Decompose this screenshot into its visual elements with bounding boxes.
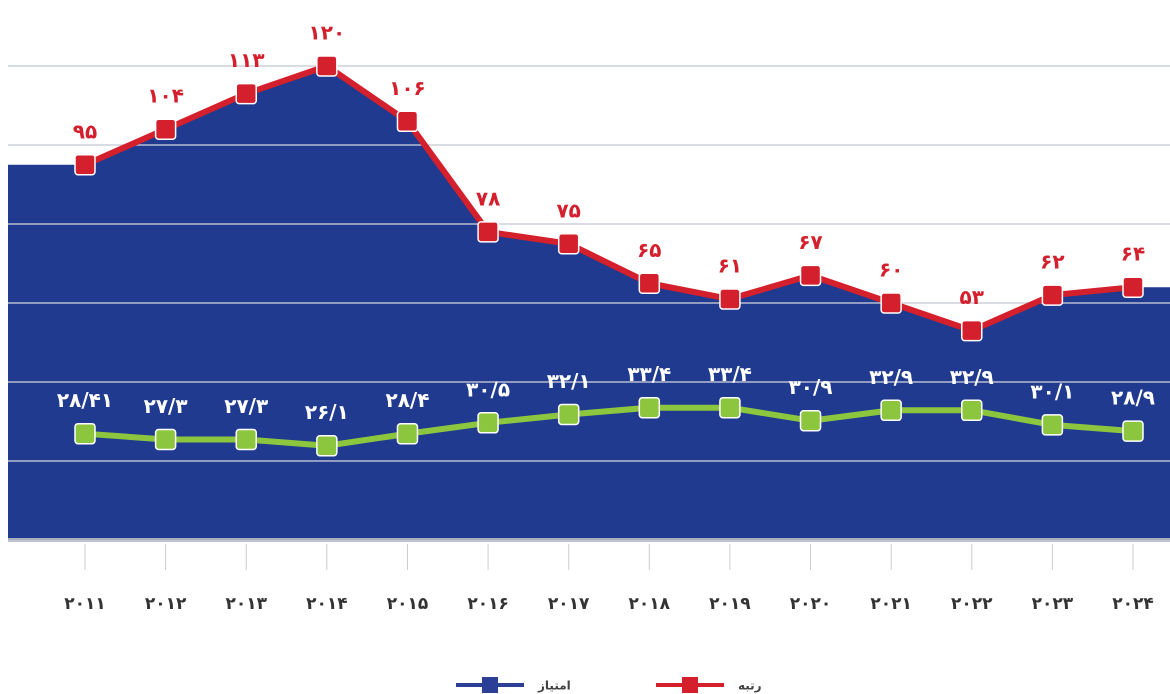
data-label: ۹۵	[73, 119, 97, 143]
point	[154, 118, 177, 140]
x-tick-label: ۲۰۱۵	[387, 594, 429, 614]
data-label: ۶۵	[637, 238, 661, 262]
point	[799, 264, 822, 287]
data-label: ۷۵	[556, 198, 580, 222]
data-label: ۳۰/۵	[466, 377, 510, 401]
legend-marker	[682, 677, 698, 693]
point	[235, 82, 257, 105]
point	[316, 434, 338, 457]
x-tick-label: ۲۰۲۰	[790, 594, 832, 614]
data-label: ۵۳	[960, 285, 984, 309]
data-label: ۲۷/۳	[144, 394, 188, 418]
x-tick-label: ۲۰۱۳	[225, 594, 267, 614]
data-label: ۶۲	[1040, 250, 1064, 274]
data-label: ۲۶/۱	[305, 400, 349, 424]
x-tick-label: ۲۰۱۴	[306, 594, 348, 614]
data-label: ۲۸/۴	[385, 388, 429, 412]
point	[557, 403, 580, 426]
x-tick-label: ۲۰۱۱	[64, 594, 106, 614]
data-label: ۳۲/۹	[950, 365, 994, 389]
data-label: ۳۰/۹	[789, 375, 833, 399]
data-label: ۲۸/۴۱	[57, 388, 113, 412]
data-label: ۲۸/۹	[1111, 386, 1155, 410]
x-tick-label: ۲۰۱۸	[629, 594, 671, 614]
data-label: ۶۴	[1121, 242, 1145, 266]
point	[1041, 284, 1064, 306]
data-label: ۶۷	[798, 230, 822, 254]
x-tick-label: ۲۰۱۲	[145, 594, 187, 614]
data-label: ۳۰/۱	[1030, 379, 1074, 403]
point	[961, 319, 983, 342]
data-label: ۲۷/۳	[224, 394, 268, 418]
point	[1122, 276, 1144, 298]
legend-label: امتیاز	[537, 679, 571, 693]
legend-marker	[482, 677, 498, 693]
series-line	[83, 63, 1134, 334]
point	[557, 233, 580, 255]
data-label: ۳۲/۹	[869, 365, 913, 389]
point	[638, 272, 661, 294]
data-label: ۶۱	[718, 254, 742, 278]
point	[880, 399, 902, 422]
point	[316, 55, 338, 77]
x-tick-label: ۲۰۲۲	[951, 594, 993, 614]
point	[961, 399, 983, 422]
data-label: ۳۳/۴	[708, 362, 752, 386]
point	[235, 428, 257, 451]
point	[396, 422, 419, 445]
point	[799, 409, 822, 432]
data-label: ۱۲۰	[309, 21, 346, 45]
data-label: ۳۲/۱	[547, 369, 591, 393]
data-label: ۱۰۶	[389, 76, 426, 100]
x-tick-label: ۲۰۱۷	[548, 594, 590, 614]
point	[74, 154, 96, 176]
point	[719, 288, 741, 310]
point	[638, 396, 661, 419]
point	[477, 221, 499, 243]
point	[880, 292, 902, 314]
x-tick-label: ۲۰۲۳	[1032, 594, 1074, 614]
point	[477, 412, 499, 434]
point	[1041, 414, 1064, 436]
point	[74, 422, 96, 445]
data-label: ۷۸	[476, 186, 500, 210]
x-tick-label: ۲۰۱۹	[709, 594, 751, 614]
x-tick-label: ۲۰۱۶	[467, 594, 509, 614]
data-label: ۱۰۴	[147, 84, 184, 108]
point	[719, 396, 741, 419]
legend-label: رتبه	[738, 679, 762, 693]
point	[396, 110, 419, 133]
data-label: ۶۰	[879, 258, 903, 282]
series-line	[84, 404, 1134, 449]
x-tick-label: ۲۰۲۴	[1112, 594, 1154, 614]
point	[1122, 420, 1144, 442]
x-tick-label: ۲۰۲۱	[870, 594, 912, 614]
data-label: ۳۳/۴	[627, 362, 671, 386]
point	[154, 428, 177, 451]
data-label: ۱۱۳	[228, 48, 265, 72]
